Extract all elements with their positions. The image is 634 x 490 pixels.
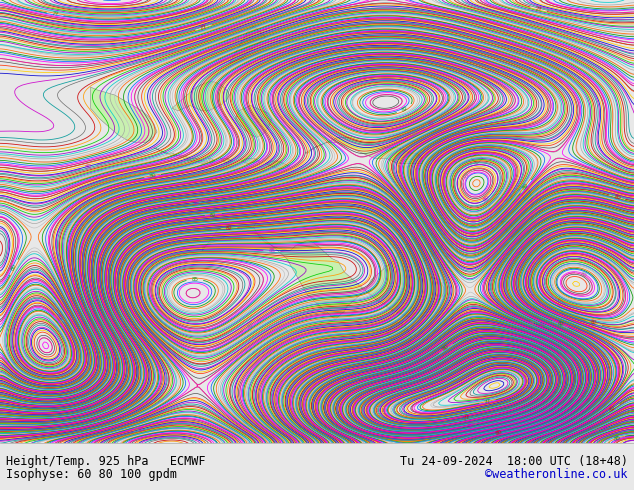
- Polygon shape: [471, 153, 483, 164]
- Text: 82: 82: [134, 425, 142, 432]
- Text: 80: 80: [411, 131, 420, 138]
- Polygon shape: [559, 298, 595, 335]
- Text: 85: 85: [268, 248, 276, 254]
- Text: 82: 82: [594, 426, 602, 433]
- Text: 80: 80: [198, 197, 205, 203]
- Text: 85: 85: [138, 426, 146, 433]
- Text: 80: 80: [613, 194, 621, 200]
- Text: Tu 24-09-2024  18:00 UTC (18+48): Tu 24-09-2024 18:00 UTC (18+48): [399, 455, 628, 468]
- Polygon shape: [242, 158, 260, 164]
- Polygon shape: [172, 82, 230, 111]
- Text: 85: 85: [613, 435, 621, 442]
- Text: 82: 82: [579, 271, 587, 279]
- Text: 82: 82: [209, 212, 217, 218]
- Polygon shape: [266, 161, 290, 169]
- Text: 77: 77: [484, 399, 491, 405]
- Text: 80: 80: [55, 312, 63, 321]
- Text: 85: 85: [191, 277, 198, 282]
- Text: 80: 80: [85, 164, 93, 170]
- Text: 80: 80: [522, 182, 530, 191]
- Polygon shape: [91, 87, 157, 143]
- Polygon shape: [154, 148, 209, 164]
- Polygon shape: [305, 137, 423, 164]
- Text: 77: 77: [462, 171, 470, 179]
- Text: 77: 77: [51, 11, 59, 18]
- Text: 80: 80: [482, 195, 491, 202]
- Text: 82: 82: [590, 319, 598, 326]
- Text: 77: 77: [463, 415, 470, 421]
- Polygon shape: [221, 158, 233, 164]
- Text: 82: 82: [246, 322, 254, 330]
- Polygon shape: [230, 26, 266, 63]
- Text: ©weatheronline.co.uk: ©weatheronline.co.uk: [485, 467, 628, 481]
- Text: 80: 80: [467, 423, 475, 429]
- Text: 77: 77: [233, 35, 242, 43]
- Text: 77: 77: [55, 318, 63, 326]
- Text: 82: 82: [556, 320, 564, 328]
- Text: 82: 82: [225, 225, 233, 231]
- Polygon shape: [202, 196, 444, 319]
- Text: 77: 77: [200, 24, 208, 31]
- Text: Isophyse: 60 80 100 gpdm: Isophyse: 60 80 100 gpdm: [6, 467, 178, 481]
- Text: 82: 82: [400, 105, 409, 113]
- Polygon shape: [387, 322, 411, 346]
- Text: 80: 80: [529, 320, 537, 328]
- Polygon shape: [209, 158, 214, 164]
- Polygon shape: [519, 185, 531, 200]
- Text: 80: 80: [10, 263, 18, 271]
- Text: 80: 80: [442, 344, 450, 352]
- Text: Height/Temp. 925 hPa   ECMWF: Height/Temp. 925 hPa ECMWF: [6, 455, 206, 468]
- Polygon shape: [501, 222, 519, 238]
- Text: 80: 80: [149, 173, 157, 179]
- Text: 77: 77: [534, 6, 543, 13]
- Text: 80: 80: [495, 430, 502, 436]
- Text: 82: 82: [193, 200, 201, 206]
- Text: 77: 77: [471, 421, 479, 427]
- Text: 82: 82: [608, 405, 617, 413]
- Text: 82: 82: [429, 120, 437, 127]
- Text: 85: 85: [602, 424, 611, 432]
- Polygon shape: [235, 105, 272, 137]
- Text: 82: 82: [537, 322, 545, 330]
- Polygon shape: [522, 343, 564, 362]
